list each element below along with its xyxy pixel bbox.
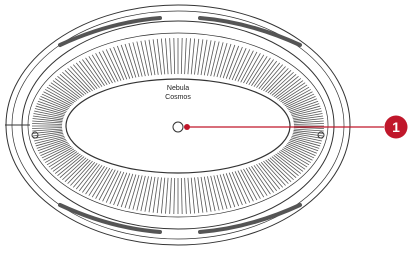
brand-label: Cosmos <box>165 94 191 101</box>
vent-slat <box>294 123 324 124</box>
vent-slat <box>103 51 118 82</box>
vent-slat <box>185 178 187 214</box>
vent-slat <box>181 38 182 74</box>
vent-slat <box>207 176 215 211</box>
vent-slat <box>289 141 318 151</box>
vent-slat <box>188 38 191 74</box>
vent-slat <box>137 42 145 77</box>
vent-slat <box>204 177 211 212</box>
callout-number: 1 <box>392 119 400 135</box>
vent-slat <box>204 40 211 75</box>
vent-slat <box>170 38 172 74</box>
vent-slat <box>181 178 182 214</box>
vent-slat <box>170 178 172 214</box>
vent-slat <box>157 177 161 213</box>
page: {"label": {"line1": "Nebula", "line2": "… <box>0 0 408 250</box>
vent-slat <box>207 41 215 76</box>
vent-slat <box>38 101 67 111</box>
vent-slat <box>32 123 62 124</box>
vent-slat <box>174 178 175 214</box>
vent-slat <box>229 47 242 79</box>
vent-slat <box>195 177 199 213</box>
vent-slat <box>141 176 149 211</box>
vent-slat <box>137 176 145 211</box>
vent-slat <box>32 127 62 128</box>
vent-slat <box>191 178 194 214</box>
vent-slat <box>241 170 257 200</box>
vent-slat <box>191 39 194 75</box>
vent-slat <box>145 177 152 212</box>
vent-slat <box>114 173 127 205</box>
vent-slat <box>289 101 318 111</box>
vent-slat <box>161 178 164 214</box>
vent-slat <box>241 52 257 82</box>
vent-slat <box>145 40 152 75</box>
vent-grille <box>32 38 324 214</box>
vent-slat <box>294 127 324 128</box>
vent-slat <box>114 47 127 79</box>
vent-slat <box>188 178 191 214</box>
vent-slat <box>99 52 115 82</box>
vent-slat <box>174 38 175 74</box>
vent-slat <box>211 42 219 77</box>
vent-slat <box>185 38 187 74</box>
vent-slat <box>238 171 253 202</box>
vent-slat <box>161 39 164 75</box>
vent-slat <box>211 176 219 211</box>
vent-slat <box>157 39 161 75</box>
vent-slat <box>229 173 242 205</box>
center-hole <box>173 122 183 132</box>
vent-slat <box>195 39 199 75</box>
brand-label: Nebula <box>167 85 189 92</box>
callout-dot <box>184 124 190 130</box>
vent-slat <box>141 41 149 76</box>
vent-slat <box>166 38 169 74</box>
vent-slat <box>166 178 169 214</box>
diagram: Nebula Cosmos 1 <box>0 0 408 250</box>
vent-slat <box>99 170 115 200</box>
vent-slat <box>238 51 253 82</box>
vent-slat <box>103 171 118 202</box>
vent-slat <box>38 141 67 151</box>
device-outline <box>5 5 350 245</box>
